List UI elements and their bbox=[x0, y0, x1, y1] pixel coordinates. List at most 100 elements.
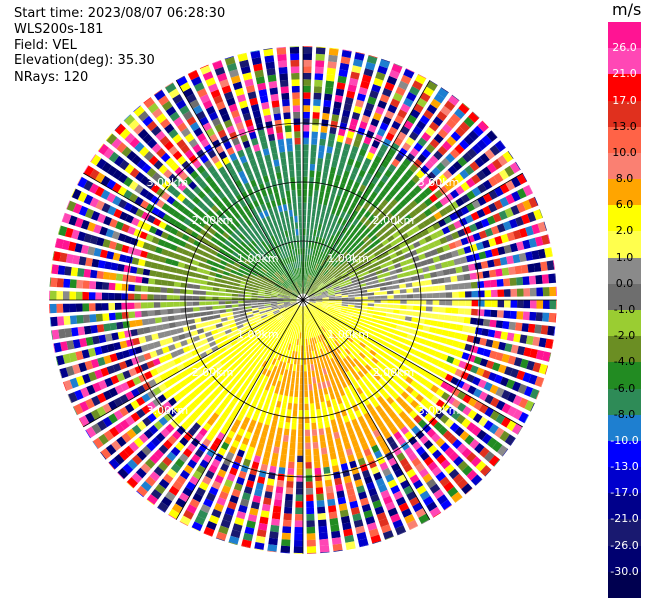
range-gate bbox=[447, 486, 459, 498]
range-gate bbox=[376, 128, 386, 137]
range-gate bbox=[387, 300, 394, 304]
range-gate bbox=[382, 138, 392, 147]
range-gate bbox=[300, 248, 303, 255]
range-gate bbox=[451, 340, 460, 348]
range-gate bbox=[123, 114, 131, 121]
range-gate bbox=[272, 274, 279, 280]
range-gate bbox=[264, 491, 273, 499]
range-gate bbox=[335, 141, 343, 149]
range-gate bbox=[333, 363, 339, 371]
range-gate bbox=[445, 338, 454, 346]
range-gate bbox=[267, 236, 273, 244]
range-gate bbox=[257, 252, 264, 259]
range-gate bbox=[294, 527, 303, 534]
range-gate bbox=[398, 218, 407, 226]
range-gate bbox=[349, 151, 357, 160]
range-gate bbox=[257, 296, 265, 298]
range-gate bbox=[301, 274, 303, 281]
range-gate bbox=[335, 484, 344, 492]
range-gate bbox=[232, 395, 240, 404]
range-gate bbox=[266, 286, 273, 290]
range-gate bbox=[214, 160, 223, 170]
range-gate bbox=[312, 203, 317, 210]
range-gate bbox=[313, 337, 317, 344]
range-gate bbox=[297, 351, 301, 359]
range-gate bbox=[518, 412, 529, 424]
range-gate bbox=[290, 309, 295, 316]
range-gate bbox=[267, 270, 274, 276]
range-gate bbox=[312, 118, 320, 126]
range-gate bbox=[217, 327, 225, 333]
range-gate bbox=[283, 273, 289, 279]
range-gate bbox=[240, 342, 248, 349]
range-gate bbox=[263, 255, 270, 262]
range-gate bbox=[358, 169, 366, 178]
range-gate bbox=[238, 170, 246, 179]
range-gate bbox=[185, 416, 195, 426]
range-gate bbox=[300, 325, 302, 333]
range-gate bbox=[489, 144, 501, 156]
range-gate bbox=[59, 252, 68, 263]
range-gate bbox=[376, 338, 384, 345]
range-gate bbox=[206, 417, 216, 426]
range-gate bbox=[77, 231, 86, 242]
range-gate bbox=[332, 313, 339, 318]
range-gate bbox=[226, 285, 233, 289]
range-gate bbox=[159, 339, 168, 347]
range-gate bbox=[121, 432, 132, 443]
range-gate bbox=[432, 222, 441, 231]
range-gate bbox=[331, 537, 342, 545]
range-gate bbox=[110, 375, 120, 385]
range-gate bbox=[396, 386, 405, 395]
range-gate bbox=[341, 297, 349, 300]
range-gate bbox=[386, 179, 396, 188]
range-gate bbox=[347, 178, 354, 187]
range-gate bbox=[318, 369, 324, 376]
range-gate bbox=[284, 292, 292, 296]
range-gate bbox=[296, 468, 303, 476]
range-gate bbox=[314, 183, 320, 191]
range-gate bbox=[208, 353, 216, 361]
range-gate bbox=[272, 220, 278, 228]
range-gate bbox=[365, 102, 375, 112]
range-gate bbox=[455, 496, 463, 503]
range-gate bbox=[290, 300, 297, 302]
range-gate bbox=[162, 272, 170, 279]
range-gate bbox=[415, 383, 424, 393]
range-gate bbox=[504, 343, 513, 353]
colorbar-segment bbox=[608, 152, 641, 180]
range-gate bbox=[399, 283, 407, 289]
range-gate bbox=[240, 422, 248, 431]
range-gate bbox=[317, 421, 324, 429]
range-gate bbox=[342, 274, 349, 279]
range-gate bbox=[343, 318, 351, 323]
range-gate bbox=[309, 351, 313, 358]
range-gate bbox=[488, 372, 497, 382]
range-gate bbox=[450, 189, 460, 199]
range-gate bbox=[366, 196, 374, 205]
range-gate bbox=[431, 166, 441, 177]
range-gate bbox=[216, 200, 224, 209]
range-gate bbox=[436, 270, 444, 277]
range-gate bbox=[221, 113, 231, 123]
range-gate bbox=[216, 252, 224, 259]
range-gate bbox=[303, 222, 306, 229]
range-gate bbox=[288, 396, 293, 404]
range-gate bbox=[212, 287, 220, 292]
range-gate bbox=[309, 296, 316, 299]
range-gate bbox=[296, 338, 299, 346]
range-gate bbox=[277, 339, 283, 347]
range-gate bbox=[173, 393, 182, 403]
range-gate bbox=[266, 187, 273, 196]
range-gate bbox=[300, 371, 303, 378]
range-gate bbox=[387, 507, 398, 517]
range-gate bbox=[277, 205, 283, 213]
range-gate bbox=[310, 344, 314, 352]
range-gate bbox=[316, 264, 321, 271]
range-gate bbox=[338, 162, 345, 170]
range-gate bbox=[358, 148, 367, 157]
range-gate bbox=[391, 63, 403, 74]
range-gate bbox=[495, 320, 504, 329]
range-gate bbox=[326, 309, 334, 313]
range-gate bbox=[140, 250, 148, 258]
